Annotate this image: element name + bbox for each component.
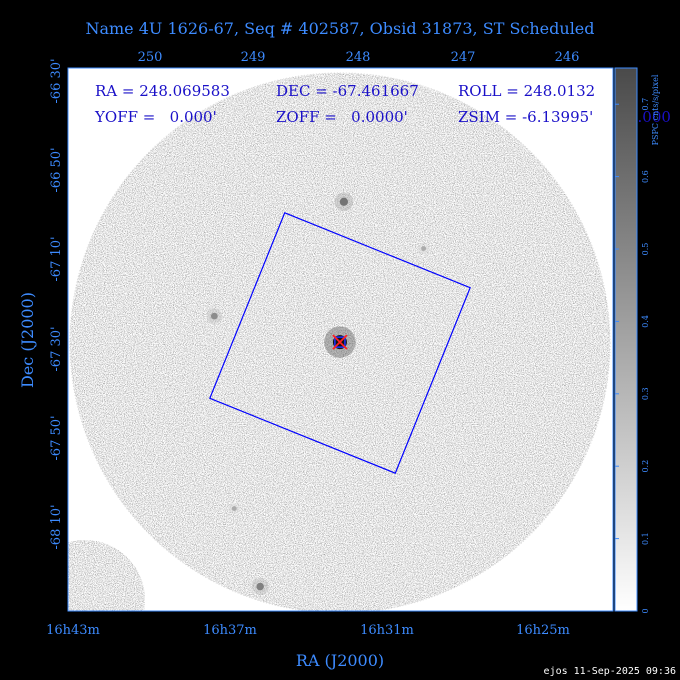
left-tick-label: -66 30': [49, 58, 64, 103]
left-tick-label: -66 50': [49, 147, 64, 192]
colorbar-frame: [614, 67, 638, 612]
top-tick-label: 247: [451, 50, 476, 65]
top-tick-label: 248: [346, 50, 371, 65]
target-cross-b: [332, 334, 348, 350]
source-halo: [103, 40, 115, 52]
colorbar-tick-label: 0: [641, 608, 650, 613]
bottom-axis-ticks: 16h43m 16h37m 16h31m 16h25m: [46, 623, 570, 638]
colorbar-gradient: [615, 68, 637, 611]
bottom-tick-label: 16h37m: [203, 623, 257, 638]
dec-readout: DEC = -67.461667: [276, 82, 419, 100]
top-tick-label: 246: [555, 50, 580, 65]
zsim-overflow-text: 0.000: [628, 108, 671, 126]
target-marker: [332, 334, 348, 350]
x-ray-source: [256, 582, 264, 591]
top-tick-label: 250: [138, 50, 163, 65]
left-tick-label: -67 50': [49, 415, 64, 460]
colorbar-tick-label: 0.3: [641, 387, 650, 400]
top-tick-label: 249: [241, 50, 266, 65]
colorbar-tick-label: 0.4: [641, 315, 650, 328]
x-ray-source: [210, 312, 218, 320]
x-ray-source: [231, 506, 237, 511]
roll-readout: ROLL = 248.0132: [458, 82, 595, 100]
left-tick-label: -67 30': [49, 326, 64, 371]
ra-readout: RA = 248.069583: [95, 82, 230, 100]
colorbar-tick-label: 0.2: [641, 460, 650, 473]
colorbar-label: PSPC cnts/s/pixel: [651, 74, 660, 145]
plot-frame: [67, 67, 614, 612]
x-ray-source: [421, 246, 427, 251]
left-axis-ticks: -66 30' -66 50' -67 10' -67 30' -67 50' -68 1…: [49, 58, 64, 549]
field-edge: [69, 72, 611, 611]
image-panel: [67, 40, 614, 612]
left-tick-label: -67 10': [49, 236, 64, 281]
top-axis-ticks: 250 249 248 247 246: [138, 50, 580, 65]
y-axis-title: Dec (J2000): [18, 292, 37, 388]
colorbar-tick-label: 0.6: [641, 170, 650, 183]
x-ray-source: [375, 58, 381, 64]
bottom-tick-label: 16h31m: [360, 623, 414, 638]
zoff-readout: ZOFF = 0.0000': [276, 108, 408, 126]
colorbar-tick-label: 0.7: [641, 98, 650, 111]
detector-footprint: [209, 212, 471, 474]
footer-credit: ejos 11-Sep-2025 09:36: [544, 666, 676, 677]
x-ray-source: [339, 197, 349, 206]
source-halo: [376, 68, 380, 69]
target-box: [334, 336, 346, 348]
colorbar-tick-label: 0.1: [641, 532, 650, 545]
left-tick-label: -68 10': [49, 504, 64, 549]
chart-title: Name 4U 1626-67, Seq # 402587, Obsid 318…: [85, 19, 594, 38]
colorbar-tick-label: 0.5: [641, 243, 650, 256]
pointing-info: RA = 248.069583 DEC = -67.461667 ROLL = …: [94, 82, 671, 126]
yoff-readout: YOFF = 0.000': [94, 108, 217, 126]
colorbar-ticks: 0 0.1 0.2 0.3 0.4 0.5 0.6 0.7: [615, 98, 650, 614]
bottom-tick-label: 16h43m: [46, 623, 100, 638]
bottom-tick-label: 16h25m: [516, 623, 570, 638]
x-axis-title: RA (J2000): [296, 651, 384, 670]
zsim-readout: ZSIM = -6.13995': [458, 108, 593, 126]
adjacent-field-corner: [68, 540, 145, 611]
x-ray-source: [106, 43, 111, 48]
colorbar: 0 0.1 0.2 0.3 0.4 0.5 0.6 0.7 PSPC cnts/s/pixel: [614, 67, 660, 614]
